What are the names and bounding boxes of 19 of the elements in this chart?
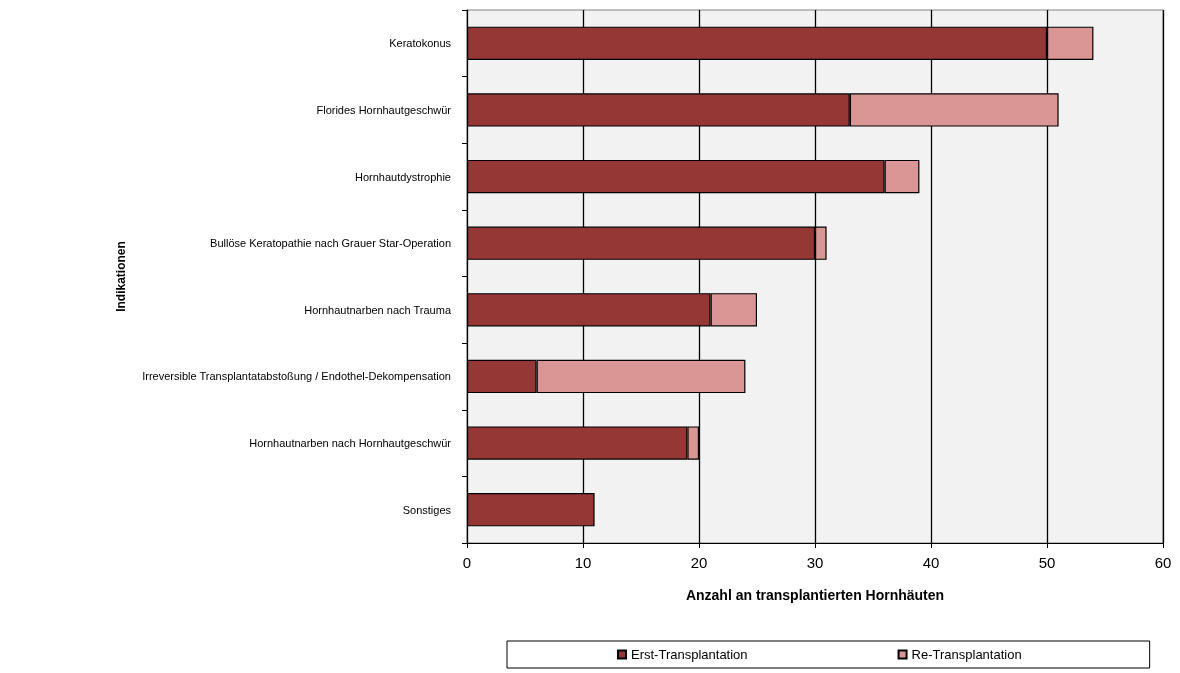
- y-axis-title: Indikationen: [114, 241, 128, 312]
- x-tick-label: 30: [806, 554, 824, 571]
- y-tick-label: Keratokonus: [389, 37, 452, 50]
- y-tick-label: Florides Hornhautgeschwür: [316, 103, 452, 116]
- y-tick-label: Irreversible Transplantatabstoßung / Endothel-Dekompensation: [142, 370, 451, 383]
- x-tick-label: 40: [922, 554, 940, 571]
- y-tick-label: Bullöse Keratopathie nach Grauer Star-Operation: [210, 237, 451, 250]
- x-tick-label: 20: [690, 554, 708, 571]
- x-tick-label: 60: [1154, 554, 1172, 571]
- legend-label: Erst-Transplantation: [631, 647, 748, 662]
- y-tick-label: Sonstiges: [402, 503, 452, 516]
- y-tick-label: Hornhautdystrophie: [354, 170, 451, 183]
- y-tick-label: Hornhautnarben nach Hornhautgeschwür: [249, 437, 452, 450]
- x-tick-label: 10: [574, 554, 592, 571]
- x-tick-label: 0: [462, 554, 472, 571]
- x-tick-label: 50: [1038, 554, 1056, 571]
- legend-label: Re-Transplantation: [911, 647, 1022, 662]
- y-tick-label: Hornhautnarben nach Trauma: [304, 303, 452, 316]
- x-axis-title: Anzahl an transplantierten Hornhäuten: [685, 587, 945, 603]
